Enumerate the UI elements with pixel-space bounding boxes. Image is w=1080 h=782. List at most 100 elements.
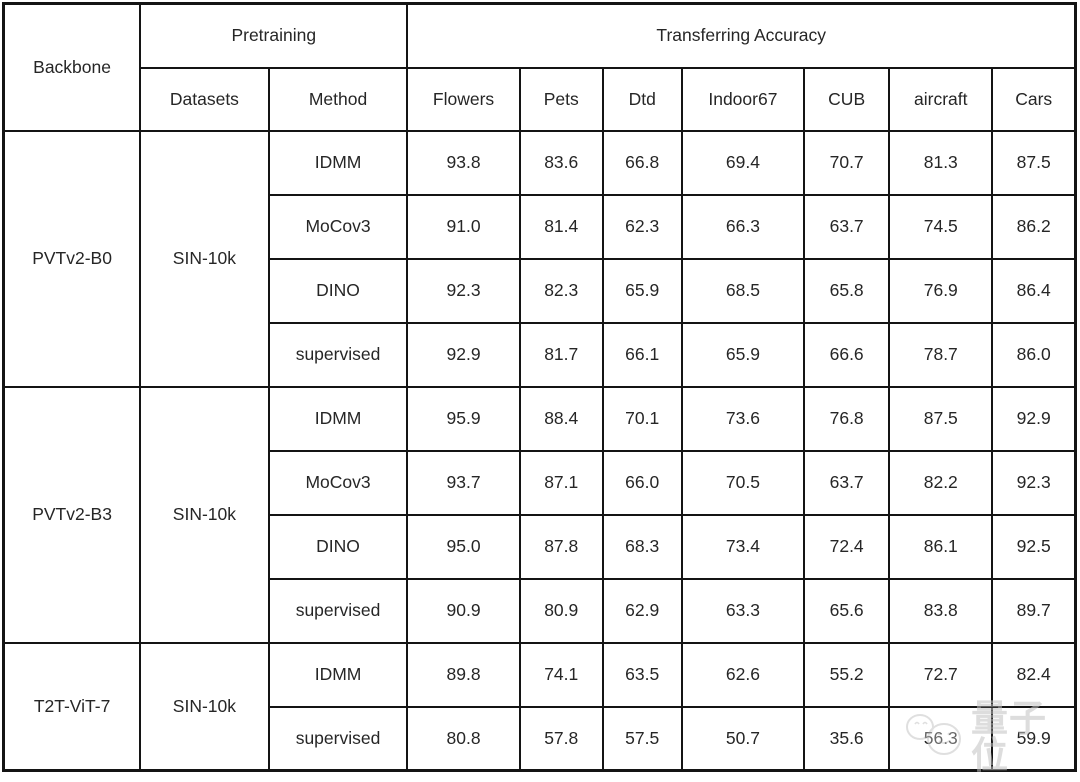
header-datasets: Datasets: [139, 66, 270, 132]
value-cell: 65.8: [803, 257, 891, 324]
value-cell: 57.5: [601, 705, 683, 772]
header-backbone: Backbone: [2, 2, 142, 132]
value-cell: 76.8: [803, 385, 891, 452]
value-cell: 73.4: [680, 513, 806, 580]
header-method: Method: [267, 66, 409, 132]
table-row: MoCov3 93.7 87.1 66.0 70.5 63.7 82.2 92.…: [4, 449, 1077, 516]
table-row: DINO 95.0 87.8 68.3 73.4 72.4 86.1 92.5: [4, 513, 1077, 580]
value-cell: 87.1: [518, 449, 604, 516]
value-cell: 92.9: [991, 385, 1077, 452]
header-row-1: Backbone Pretraining Transferring Accura…: [2, 2, 1077, 132]
value-cell: 70.5: [680, 449, 806, 516]
header-col-indoor67: Indoor67: [680, 66, 806, 132]
value-cell: 86.1: [888, 513, 994, 580]
value-cell: 82.2: [888, 449, 994, 516]
header-col-cub: CUB: [803, 66, 891, 132]
table-row: DINO 92.3 82.3 65.9 68.5 65.8 76.9 86.4: [4, 257, 1077, 324]
value-cell: 91.0: [406, 193, 521, 260]
value-cell: 63.3: [680, 577, 806, 644]
header-col-aircraft: aircraft: [888, 66, 994, 132]
value-cell: 55.2: [803, 641, 891, 708]
value-cell: 95.9: [406, 385, 521, 452]
value-cell: 80.8: [406, 705, 521, 772]
value-cell: 81.4: [518, 193, 604, 260]
value-cell: 92.3: [991, 449, 1077, 516]
value-cell: 82.3: [518, 257, 604, 324]
value-cell: 92.5: [991, 513, 1077, 580]
table-row: supervised 80.8 57.8 57.5 50.7 35.6 56.3…: [4, 705, 1077, 772]
header-col-dtd: Dtd: [601, 66, 683, 132]
value-cell: 57.8: [518, 705, 604, 772]
value-cell: 56.3: [888, 705, 994, 772]
value-cell: 68.3: [601, 513, 683, 580]
table-row: MoCov3 91.0 81.4 62.3 66.3 63.7 74.5 86.…: [4, 193, 1077, 260]
value-cell: 62.6: [680, 641, 806, 708]
value-cell: 59.9: [991, 705, 1077, 772]
method-cell: MoCov3: [267, 449, 409, 516]
header-pretraining: Pretraining: [139, 2, 409, 69]
value-cell: 81.7: [518, 321, 604, 388]
method-cell: IDMM: [267, 385, 409, 452]
value-cell: 72.7: [888, 641, 994, 708]
value-cell: 70.1: [601, 385, 683, 452]
value-cell: 68.5: [680, 257, 806, 324]
method-cell: supervised: [267, 577, 409, 644]
method-cell: supervised: [267, 705, 409, 772]
dataset-cell: SIN-10k: [139, 129, 270, 388]
value-cell: 95.0: [406, 513, 521, 580]
value-cell: 69.4: [680, 129, 806, 196]
value-cell: 74.5: [888, 193, 994, 260]
value-cell: 62.9: [601, 577, 683, 644]
value-cell: 93.7: [406, 449, 521, 516]
value-cell: 89.7: [991, 577, 1077, 644]
header-col-flowers: Flowers: [406, 66, 521, 132]
method-cell: supervised: [267, 321, 409, 388]
value-cell: 86.4: [991, 257, 1077, 324]
value-cell: 74.1: [518, 641, 604, 708]
method-cell: IDMM: [267, 641, 409, 708]
value-cell: 66.0: [601, 449, 683, 516]
value-cell: 82.4: [991, 641, 1077, 708]
table-row: PVTv2-B0 SIN-10k IDMM 93.8 83.6 66.8 69.…: [2, 129, 1077, 388]
table-row: PVTv2-B3 SIN-10k IDMM 95.9 88.4 70.1 73.…: [2, 385, 1077, 644]
value-cell: 35.6: [803, 705, 891, 772]
header-row-2: Datasets Method Flowers Pets Dtd Indoor6…: [4, 66, 1077, 132]
value-cell: 65.6: [803, 577, 891, 644]
dataset-cell: SIN-10k: [139, 641, 270, 772]
value-cell: 72.4: [803, 513, 891, 580]
value-cell: 66.8: [601, 129, 683, 196]
value-cell: 80.9: [518, 577, 604, 644]
value-cell: 93.8: [406, 129, 521, 196]
value-cell: 63.7: [803, 193, 891, 260]
value-cell: 87.8: [518, 513, 604, 580]
backbone-cell: T2T-ViT-7: [2, 641, 142, 772]
method-cell: IDMM: [267, 129, 409, 196]
value-cell: 92.9: [406, 321, 521, 388]
value-cell: 89.8: [406, 641, 521, 708]
value-cell: 88.4: [518, 385, 604, 452]
value-cell: 83.8: [888, 577, 994, 644]
value-cell: 50.7: [680, 705, 806, 772]
header-col-cars: Cars: [991, 66, 1077, 132]
dataset-cell: SIN-10k: [139, 385, 270, 644]
backbone-cell: PVTv2-B3: [2, 385, 142, 644]
value-cell: 66.6: [803, 321, 891, 388]
value-cell: 87.5: [888, 385, 994, 452]
value-cell: 86.2: [991, 193, 1077, 260]
value-cell: 87.5: [991, 129, 1077, 196]
value-cell: 63.5: [601, 641, 683, 708]
value-cell: 92.3: [406, 257, 521, 324]
table-row: supervised 90.9 80.9 62.9 63.3 65.6 83.8…: [4, 577, 1077, 644]
method-cell: MoCov3: [267, 193, 409, 260]
header-col-pets: Pets: [518, 66, 604, 132]
value-cell: 66.3: [680, 193, 806, 260]
method-cell: DINO: [267, 513, 409, 580]
method-cell: DINO: [267, 257, 409, 324]
value-cell: 66.1: [601, 321, 683, 388]
header-transferring-accuracy: Transferring Accuracy: [406, 2, 1077, 69]
value-cell: 62.3: [601, 193, 683, 260]
value-cell: 76.9: [888, 257, 994, 324]
table-row: T2T-ViT-7 SIN-10k IDMM 89.8 74.1 63.5 62…: [2, 641, 1077, 772]
backbone-cell: PVTv2-B0: [2, 129, 142, 388]
